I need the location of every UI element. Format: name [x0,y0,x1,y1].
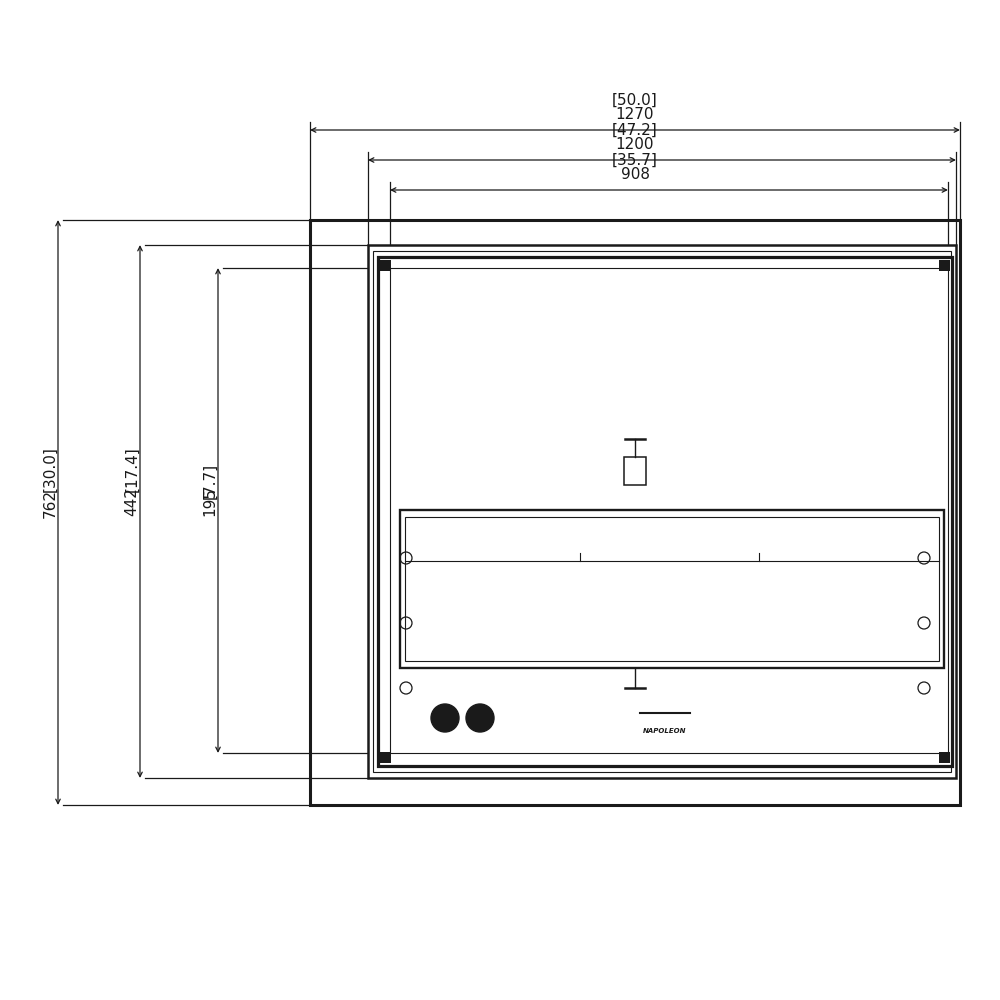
Bar [624,457,646,485]
Text: 1270: 1270 [616,107,654,122]
Bar [939,752,950,763]
Bar [380,752,391,763]
Bar [390,268,948,753]
Text: 442: 442 [124,488,140,516]
Text: NAPOLEON: NAPOLEON [643,728,687,734]
Text: 762: 762 [42,488,58,518]
Bar [378,257,952,766]
Circle shape [466,704,494,732]
Circle shape [431,704,459,732]
Bar [380,260,391,271]
Bar [310,220,960,805]
Text: [35.7]: [35.7] [612,153,658,168]
Text: [7.7]: [7.7] [202,462,218,499]
Bar [939,260,950,271]
Text: 195: 195 [202,487,218,516]
Bar [405,517,939,661]
Bar [368,245,956,778]
Bar [400,510,944,668]
Text: [30.0]: [30.0] [42,447,58,492]
Text: [50.0]: [50.0] [612,93,658,108]
Text: 908: 908 [620,167,650,182]
Text: 1200: 1200 [616,137,654,152]
Text: [17.4]: [17.4] [124,446,140,492]
Text: [47.2]: [47.2] [612,123,658,138]
Bar [373,251,951,772]
